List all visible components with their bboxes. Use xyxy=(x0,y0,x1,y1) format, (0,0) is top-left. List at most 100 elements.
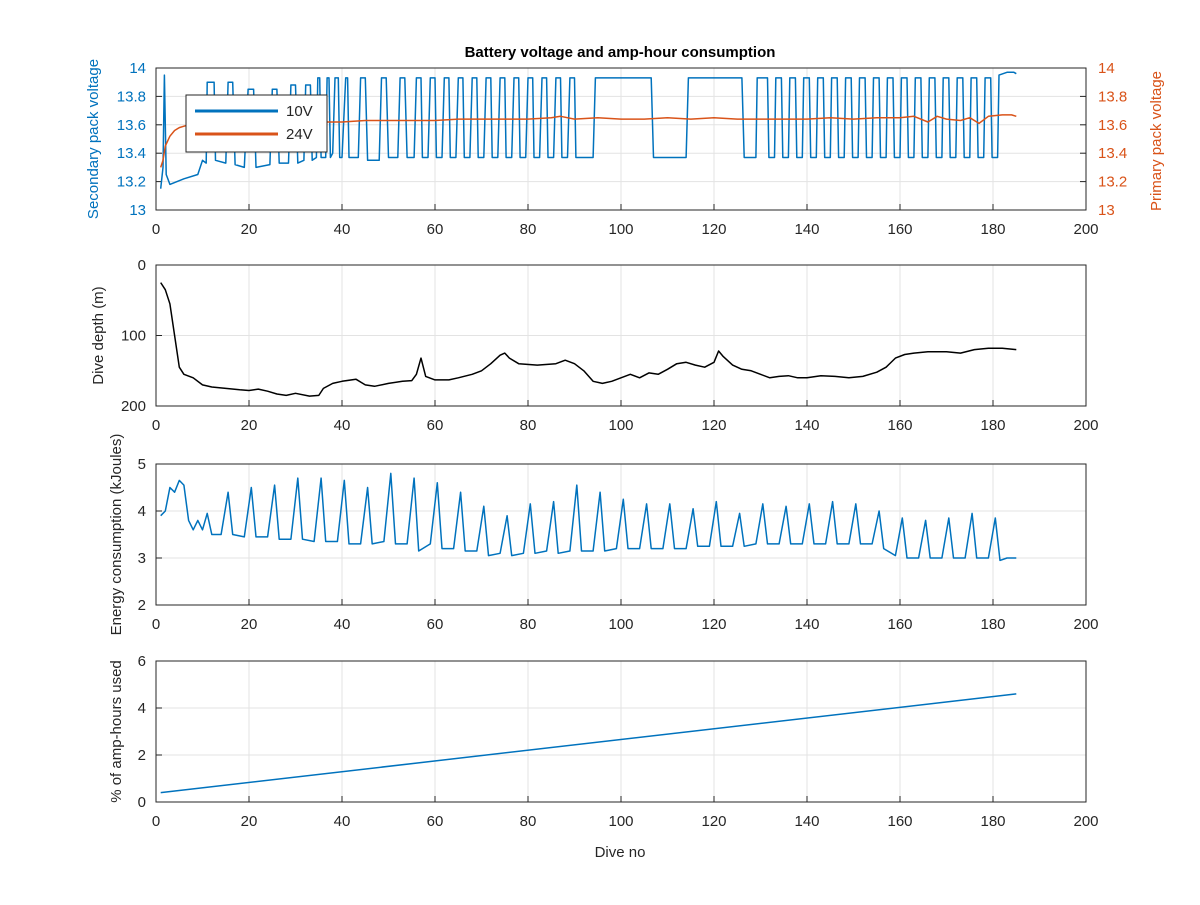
x-tick-label: 60 xyxy=(427,417,444,434)
y-tick-label: 6 xyxy=(138,653,146,670)
legend-label-24v: 24V xyxy=(286,126,313,143)
x-tick-label: 180 xyxy=(980,221,1005,238)
x-tick-label: 140 xyxy=(794,417,819,434)
x-tick-label: 0 xyxy=(152,813,160,830)
y-right-tick-label: 13.2 xyxy=(1098,174,1127,191)
axes-box xyxy=(155,660,1087,803)
y-tick-labels: 0 100 200 xyxy=(121,257,146,415)
legend: 10V 24V xyxy=(185,94,328,153)
series-group xyxy=(160,472,1017,562)
x-tick-label: 40 xyxy=(334,616,351,633)
legend-box xyxy=(185,94,328,153)
voltage-subplot: 0 20 40 60 80 100 120 140 160 180 200 1313.213.413… xyxy=(85,59,1165,238)
x-tick-label: 160 xyxy=(887,616,912,633)
y-axis-label: Dive depth (m) xyxy=(90,286,107,384)
x-tick-label: 160 xyxy=(887,221,912,238)
axes-box xyxy=(155,264,1087,407)
x-tick-label: 120 xyxy=(701,221,726,238)
y-right-tick-label: 13.6 xyxy=(1098,117,1127,134)
x-tick-label: 140 xyxy=(794,221,819,238)
axes-box xyxy=(155,463,1087,606)
x-tick-label: 80 xyxy=(520,616,537,633)
x-tick-label: 0 xyxy=(152,616,160,633)
y-tick-label: 3 xyxy=(138,550,146,567)
x-tick-label: 20 xyxy=(241,813,258,830)
series-group xyxy=(160,693,1017,794)
x-tick-label: 80 xyxy=(520,221,537,238)
x-tick-label: 60 xyxy=(427,616,444,633)
y-axis-label: Energy consumption (kJoules) xyxy=(108,434,125,636)
series-group xyxy=(160,282,1017,397)
x-tick-label: 60 xyxy=(427,813,444,830)
grid xyxy=(155,660,1087,803)
x-tick-label: 180 xyxy=(980,616,1005,633)
x-tick-label: 40 xyxy=(334,417,351,434)
x-tick-label: 140 xyxy=(794,813,819,830)
y-tick-label: 13 xyxy=(129,202,146,219)
x-tick-label: 20 xyxy=(241,417,258,434)
x-tick-label: 200 xyxy=(1073,616,1098,633)
y-tick-labels: 0 2 4 6 xyxy=(138,653,146,811)
x-tick-label: 80 xyxy=(520,813,537,830)
y-tick-label: 0 xyxy=(138,257,146,274)
x-tick-label: 0 xyxy=(152,221,160,238)
x-tick-label: 140 xyxy=(794,616,819,633)
y-right-tick-labels: 13 13.2 13.4 13.6 13.8 14 xyxy=(1098,60,1127,219)
y-axis-label: Secondary pack voltage xyxy=(85,59,102,219)
x-tick-label: 20 xyxy=(241,221,258,238)
dive-depth-subplot: 0 20 40 60 80 100 120 140 160 180 200 0 100 200 Dive… xyxy=(90,257,1099,434)
y-tick-label: 14 xyxy=(129,60,146,77)
x-tick-label: 120 xyxy=(701,417,726,434)
x-axis-label: Dive no xyxy=(595,844,646,861)
x-tick-labels: 0 20 40 60 80 100 120 140 160 180 200 xyxy=(152,221,1099,238)
energy-subplot: 0 20 40 60 80 100 120 140 160 180 200 2 3 4 5 Energy … xyxy=(108,434,1099,636)
x-tick-label: 100 xyxy=(608,417,633,434)
x-tick-labels: 0 20 40 60 80 100 120 140 160 180 200 xyxy=(152,813,1099,830)
y-right-tick-label: 13.4 xyxy=(1098,145,1127,162)
y-tick-labels: 13 13.2 13.4 13.6 13.8 14 xyxy=(117,60,146,219)
x-tick-labels: 0 20 40 60 80 100 120 140 160 180 200 xyxy=(152,616,1099,633)
y-right-tick-label: 14 xyxy=(1098,60,1115,77)
y-tick-label: 13.8 xyxy=(117,88,146,105)
y-tick-label: 5 xyxy=(138,456,146,473)
x-tick-label: 20 xyxy=(241,616,258,633)
y-right-tick-label: 13 xyxy=(1098,202,1115,219)
y-right-axis-label: Primary pack voltage xyxy=(1148,71,1165,211)
x-tick-label: 200 xyxy=(1073,813,1098,830)
chart-title: Battery voltage and amp-hour consumption xyxy=(465,44,776,61)
x-tick-label: 40 xyxy=(334,813,351,830)
y-tick-label: 13.4 xyxy=(117,145,146,162)
y-tick-labels: 2 3 4 5 xyxy=(138,456,146,614)
y-right-tick-label: 13.8 xyxy=(1098,88,1127,105)
x-tick-label: 0 xyxy=(152,417,160,434)
y-tick-label: 13.6 xyxy=(117,117,146,134)
x-tick-label: 100 xyxy=(608,221,633,238)
axes-box xyxy=(155,67,1087,211)
y-tick-label: 2 xyxy=(138,747,146,764)
x-tick-labels: 0 20 40 60 80 100 120 140 160 180 200 xyxy=(152,417,1099,434)
x-tick-label: 180 xyxy=(980,417,1005,434)
series-line-10v xyxy=(159,71,1017,189)
y-tick-label: 100 xyxy=(121,328,146,345)
x-tick-label: 100 xyxy=(608,813,633,830)
y-tick-label: 4 xyxy=(138,700,146,717)
x-tick-label: 180 xyxy=(980,813,1005,830)
y-axis-label: % of amp-hours used xyxy=(108,660,125,803)
series-line-series-0 xyxy=(160,693,1017,794)
x-tick-label: 200 xyxy=(1073,221,1098,238)
x-tick-label: 100 xyxy=(608,616,633,633)
x-tick-label: 200 xyxy=(1073,417,1098,434)
amp-hours-subplot: 0 20 40 60 80 100 120 140 160 180 200 0 2 4 6 % of am… xyxy=(108,653,1099,861)
y-tick-label: 4 xyxy=(138,503,146,520)
x-tick-label: 60 xyxy=(427,221,444,238)
y-tick-label: 0 xyxy=(138,794,146,811)
x-tick-label: 80 xyxy=(520,417,537,434)
y-tick-label: 13.2 xyxy=(117,174,146,191)
grid xyxy=(155,264,1087,407)
x-tick-label: 160 xyxy=(887,417,912,434)
legend-label-10v: 10V xyxy=(286,103,313,120)
y-tick-label: 200 xyxy=(121,398,146,415)
x-tick-label: 120 xyxy=(701,616,726,633)
